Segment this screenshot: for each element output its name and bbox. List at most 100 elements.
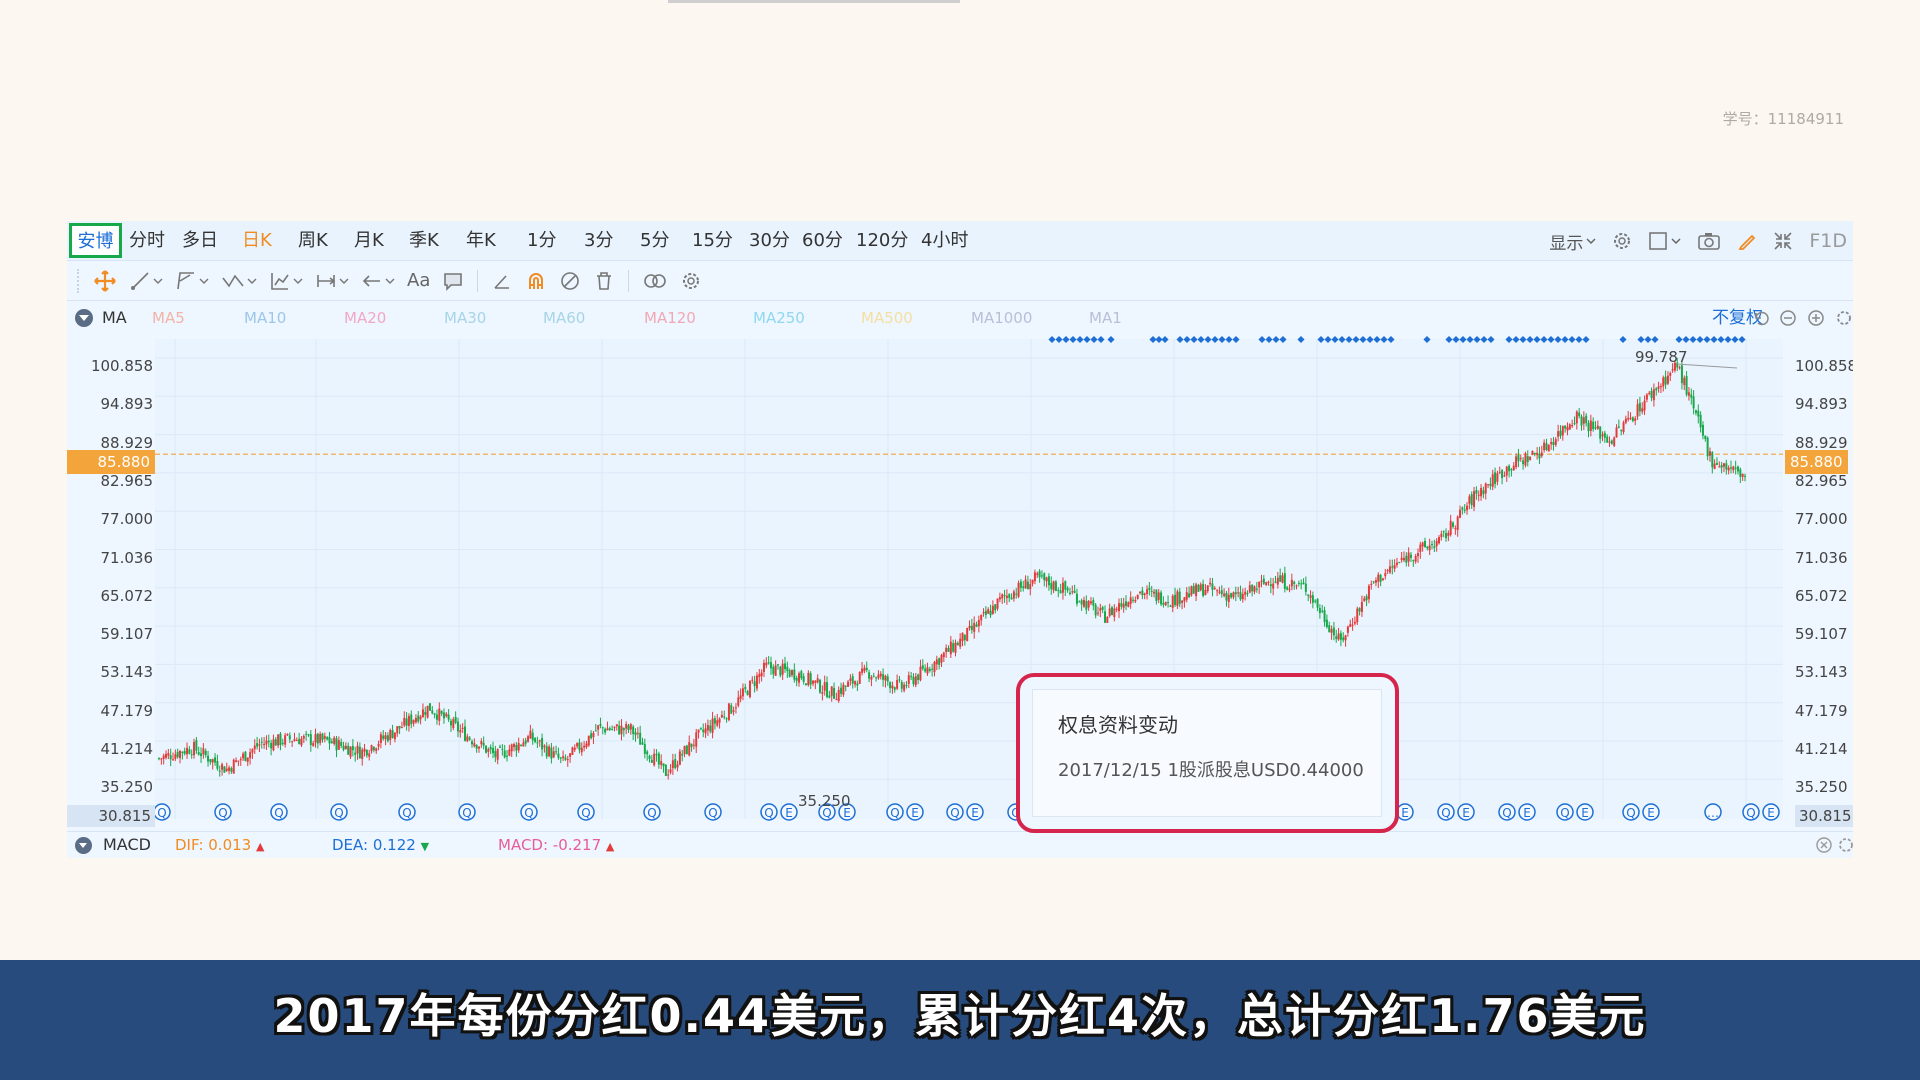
text-tool[interactable]: Aa (407, 270, 431, 291)
period-tab-0[interactable]: 分时 (129, 230, 165, 251)
e-event-marker[interactable]: E (1457, 803, 1475, 821)
q-event-marker[interactable]: Q (1742, 803, 1760, 821)
period-tab-7[interactable]: 1分 (527, 230, 557, 251)
ma-item-ma1000[interactable]: MA1000 (971, 309, 1033, 327)
macd-collapse-toggle[interactable] (75, 837, 92, 854)
q-event-marker[interactable]: Q (1437, 803, 1455, 821)
layout-dropdown[interactable] (1648, 231, 1681, 251)
close-circle-icon[interactable] (1815, 836, 1833, 854)
candle-body (489, 746, 492, 750)
indicator-tool[interactable] (266, 267, 306, 295)
ma-item-ma20[interactable]: MA20 (344, 309, 387, 327)
delete-drawings-tool[interactable] (590, 267, 618, 295)
q-event-marker[interactable]: Q (153, 803, 171, 821)
e-event-marker[interactable]: E (906, 803, 924, 821)
eraser-tool[interactable] (488, 267, 516, 295)
candle-body (627, 725, 630, 730)
q-event-marker[interactable]: Q (458, 803, 476, 821)
q-event-marker[interactable]: Q (643, 803, 661, 821)
zoom-in-icon[interactable] (1807, 309, 1825, 327)
period-tab-12[interactable]: 60分 (802, 230, 843, 251)
period-tab-10[interactable]: 15分 (692, 230, 733, 251)
q-event-marker[interactable]: Q (760, 803, 778, 821)
ma-item-ma60[interactable]: MA60 (543, 309, 586, 327)
period-tab-4[interactable]: 月K (354, 230, 384, 251)
e-event-marker[interactable]: E (1762, 803, 1780, 821)
q-event-marker[interactable]: Q (1622, 803, 1640, 821)
arrow-tool[interactable] (358, 267, 398, 295)
q-event-marker[interactable]: Q (818, 803, 836, 821)
period-tab-13[interactable]: 120分 (856, 230, 909, 251)
q-event-marker[interactable]: Q (270, 803, 288, 821)
candlestick-chart[interactable]: QQQQQQQQQQQEQEQEQEQEQEQEQEQEQEQEQEQEQEQE… (67, 221, 1853, 831)
q-event-marker[interactable]: Q (946, 803, 964, 821)
toolbar-grip[interactable] (77, 268, 80, 293)
ma-item-ma120[interactable]: MA120 (644, 309, 696, 327)
note-tool[interactable] (439, 267, 467, 295)
period-tab-5[interactable]: 季K (409, 230, 439, 251)
candle-body (713, 718, 716, 724)
period-tab-9[interactable]: 5分 (640, 230, 670, 251)
e-event-marker[interactable]: … (1704, 803, 1722, 821)
event-marker-circle (886, 803, 904, 821)
adjust-dropdown[interactable]: 不复权 (1712, 308, 1763, 328)
screenshot-button[interactable] (1697, 231, 1721, 251)
f10-button[interactable]: F1D (1809, 230, 1847, 252)
candle-body (1678, 367, 1681, 369)
line-tool[interactable] (126, 267, 166, 295)
magnet-tool[interactable] (522, 267, 550, 295)
ma-item-ma30[interactable]: MA30 (444, 309, 487, 327)
period-tab-11[interactable]: 30分 (749, 230, 790, 251)
compare-tool[interactable] (639, 267, 671, 295)
e-event-marker[interactable]: E (1642, 803, 1660, 821)
q-event-marker[interactable]: Q (1556, 803, 1574, 821)
draw-pencil-button[interactable] (1737, 231, 1757, 251)
range-tool[interactable] (312, 267, 352, 295)
stock-tab[interactable]: 安博 (69, 223, 122, 258)
candle-body (938, 658, 941, 665)
e-event-marker[interactable]: E (1396, 803, 1414, 821)
ma-item-ma500[interactable]: MA500 (861, 309, 913, 327)
e-event-marker[interactable]: E (780, 803, 798, 821)
period-tab-6[interactable]: 年K (466, 230, 496, 251)
draw-settings-tool[interactable] (677, 267, 705, 295)
ma-item-ma1[interactable]: MA1 (1089, 309, 1122, 327)
move-tool[interactable] (90, 267, 120, 295)
undo-icon[interactable] (1751, 309, 1769, 327)
fullscreen-button[interactable] (1773, 231, 1793, 251)
candle-body (1468, 496, 1471, 504)
q-event-marker[interactable]: Q (1498, 803, 1516, 821)
hide-drawings-tool[interactable] (556, 267, 584, 295)
ma-item-ma250[interactable]: MA250 (753, 309, 805, 327)
period-tab-8[interactable]: 3分 (584, 230, 614, 251)
ma-item-ma5[interactable]: MA5 (152, 309, 185, 327)
q-event-marker[interactable]: Q (214, 803, 232, 821)
zoom-out-icon[interactable] (1779, 309, 1797, 327)
q-event-marker[interactable]: Q (704, 803, 722, 821)
gear-icon[interactable] (1837, 836, 1853, 854)
candle-body (239, 759, 242, 761)
period-tab-1[interactable]: 多日 (182, 230, 218, 251)
e-event-marker[interactable]: E (1576, 803, 1594, 821)
candle-body (1613, 437, 1616, 446)
ma-collapse-toggle[interactable] (75, 309, 93, 327)
wave-tool[interactable] (218, 267, 260, 295)
channel-tool[interactable] (172, 267, 212, 295)
e-event-marker[interactable]: E (838, 803, 856, 821)
period-tab-3[interactable]: 周K (298, 230, 328, 251)
ma-item-ma10[interactable]: MA10 (244, 309, 287, 327)
display-dropdown[interactable]: 显示 (1549, 229, 1596, 254)
q-event-marker[interactable]: Q (330, 803, 348, 821)
period-tab-14[interactable]: 4小时 (921, 230, 969, 251)
q-event-marker[interactable]: Q (577, 803, 595, 821)
event-marker-circle (1742, 803, 1760, 821)
q-event-marker[interactable]: Q (886, 803, 904, 821)
e-event-marker[interactable]: E (1518, 803, 1536, 821)
period-tab-2[interactable]: 日K (242, 230, 272, 251)
settings-button[interactable] (1612, 231, 1632, 251)
q-event-marker[interactable]: Q (398, 803, 416, 821)
q-event-marker[interactable]: Q (520, 803, 538, 821)
gear-icon[interactable] (1835, 309, 1853, 327)
e-event-marker[interactable]: E (966, 803, 984, 821)
candle-body (524, 740, 527, 744)
